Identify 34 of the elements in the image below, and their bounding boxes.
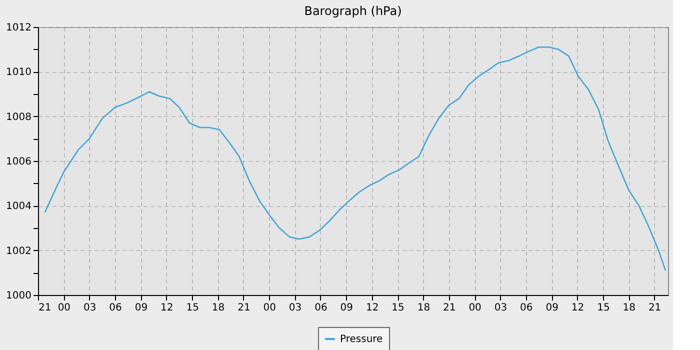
y-tick-label: 1000 bbox=[6, 290, 32, 302]
x-tick-label: 15 bbox=[392, 302, 404, 314]
y-tick-label: 1012 bbox=[6, 22, 32, 34]
legend-label: Pressure bbox=[340, 334, 383, 345]
x-tick-label: 06 bbox=[520, 302, 533, 314]
x-tick-label: 12 bbox=[366, 302, 379, 314]
x-tick-label: 18 bbox=[622, 302, 636, 314]
x-tick-label: 03 bbox=[494, 302, 508, 314]
chart-title: Barograph (hPa) bbox=[304, 4, 402, 18]
y-tick-label: 1002 bbox=[6, 246, 32, 257]
x-tick-label: 06 bbox=[109, 302, 122, 314]
x-tick-label: 21 bbox=[648, 302, 662, 314]
x-tick-label: 15 bbox=[597, 302, 610, 314]
x-tick-label: 12 bbox=[571, 302, 584, 314]
x-tick-label: 03 bbox=[83, 302, 96, 314]
y-tick-label: 1008 bbox=[6, 112, 32, 123]
x-tick-label: 21 bbox=[443, 302, 456, 314]
y-tick-label: 1004 bbox=[6, 201, 32, 212]
x-tick-label: 00 bbox=[263, 302, 276, 314]
x-tick-label: 00 bbox=[468, 302, 482, 314]
y-tick-label: 1010 bbox=[6, 67, 32, 78]
x-tick-label: 21 bbox=[38, 302, 52, 314]
x-tick-label: 09 bbox=[546, 302, 558, 314]
x-tick-label: 21 bbox=[238, 302, 250, 314]
x-tick-label: 09 bbox=[134, 302, 148, 314]
x-tick-label: 12 bbox=[160, 302, 174, 314]
x-tick-label: 03 bbox=[288, 302, 302, 314]
x-tick-label: 09 bbox=[340, 302, 354, 314]
x-tick-label: 06 bbox=[314, 302, 328, 314]
y-tick-label: 1006 bbox=[6, 156, 32, 168]
x-tick-label: 18 bbox=[417, 302, 430, 314]
x-tick-label: 00 bbox=[58, 302, 71, 314]
x-tick-label: 18 bbox=[212, 302, 225, 314]
x-tick-label: 15 bbox=[186, 302, 199, 314]
